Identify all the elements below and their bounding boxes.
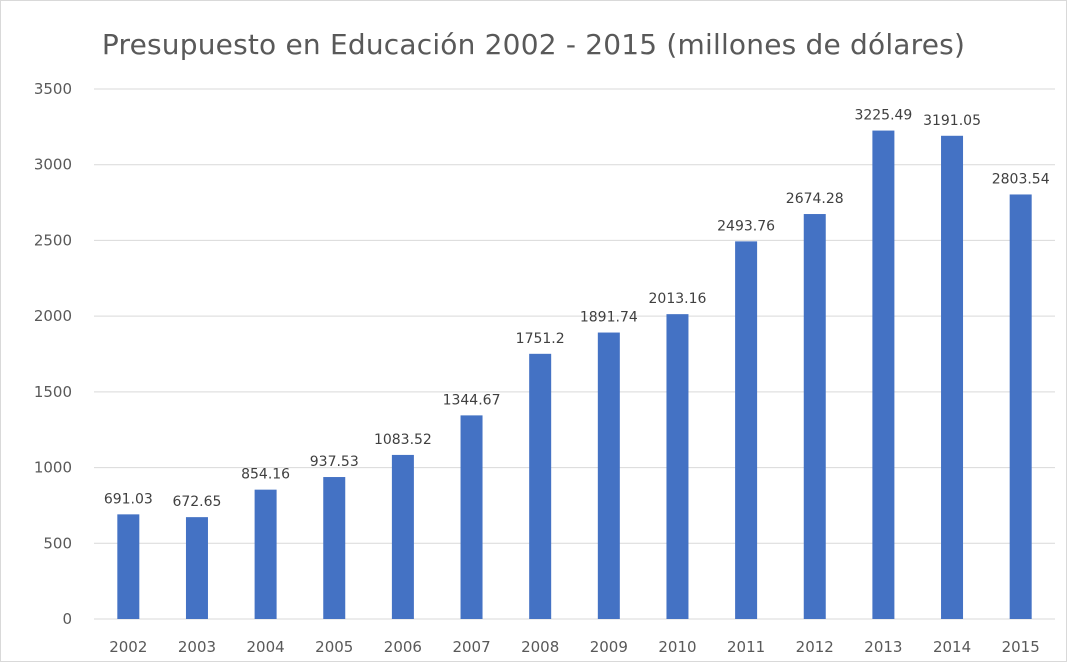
x-tick-label: 2007 bbox=[452, 638, 490, 656]
data-label: 3191.05 bbox=[923, 113, 981, 129]
x-tick-label: 2004 bbox=[247, 638, 285, 656]
bar bbox=[872, 130, 895, 619]
data-label: 1891.74 bbox=[580, 310, 638, 326]
bar bbox=[529, 353, 552, 619]
data-label: 2803.54 bbox=[992, 171, 1050, 187]
bar bbox=[597, 332, 620, 619]
bar bbox=[735, 241, 758, 620]
x-tick-label: 2008 bbox=[521, 638, 559, 656]
bar bbox=[323, 477, 346, 619]
x-tick-label: 2015 bbox=[1002, 638, 1040, 656]
x-tick-label: 2012 bbox=[796, 638, 834, 656]
y-tick-label: 3000 bbox=[34, 156, 72, 174]
data-label: 1344.67 bbox=[443, 392, 501, 408]
x-tick-label: 2002 bbox=[109, 638, 147, 656]
x-tick-label: 2006 bbox=[384, 638, 422, 656]
data-label: 2013.16 bbox=[649, 291, 707, 307]
data-label: 3225.49 bbox=[854, 108, 912, 124]
y-tick-label: 1000 bbox=[34, 459, 72, 477]
y-tick-label: 2000 bbox=[34, 307, 72, 325]
bar bbox=[460, 415, 483, 619]
data-label: 854.16 bbox=[241, 467, 290, 483]
bar bbox=[803, 214, 826, 619]
data-label: 1083.52 bbox=[374, 432, 432, 448]
bar bbox=[666, 314, 689, 619]
y-tick-label: 0 bbox=[62, 610, 72, 628]
y-tick-label: 3500 bbox=[34, 80, 72, 98]
y-tick-label: 1500 bbox=[34, 383, 72, 401]
data-label: 1751.2 bbox=[516, 331, 565, 347]
y-tick-label: 500 bbox=[43, 534, 72, 552]
chart-title: Presupuesto en Educación 2002 - 2015 (mi… bbox=[101, 28, 966, 61]
bar bbox=[185, 517, 208, 619]
data-label: 2674.28 bbox=[786, 191, 844, 207]
x-tick-label: 2005 bbox=[315, 638, 353, 656]
x-tick-label: 2010 bbox=[658, 638, 696, 656]
data-label: 691.03 bbox=[104, 491, 153, 507]
bar bbox=[941, 135, 964, 619]
bar bbox=[1009, 194, 1032, 620]
bar bbox=[391, 454, 414, 619]
x-tick-label: 2013 bbox=[864, 638, 902, 656]
bar bbox=[117, 514, 140, 619]
data-label: 937.53 bbox=[310, 454, 359, 470]
x-tick-label: 2009 bbox=[590, 638, 628, 656]
data-label: 672.65 bbox=[172, 494, 221, 510]
bar bbox=[254, 489, 277, 619]
x-tick-label: 2011 bbox=[727, 638, 765, 656]
data-label: 2493.76 bbox=[717, 218, 775, 234]
x-tick-label: 2014 bbox=[933, 638, 971, 656]
y-tick-label: 2500 bbox=[34, 231, 72, 249]
x-tick-label: 2003 bbox=[178, 638, 216, 656]
